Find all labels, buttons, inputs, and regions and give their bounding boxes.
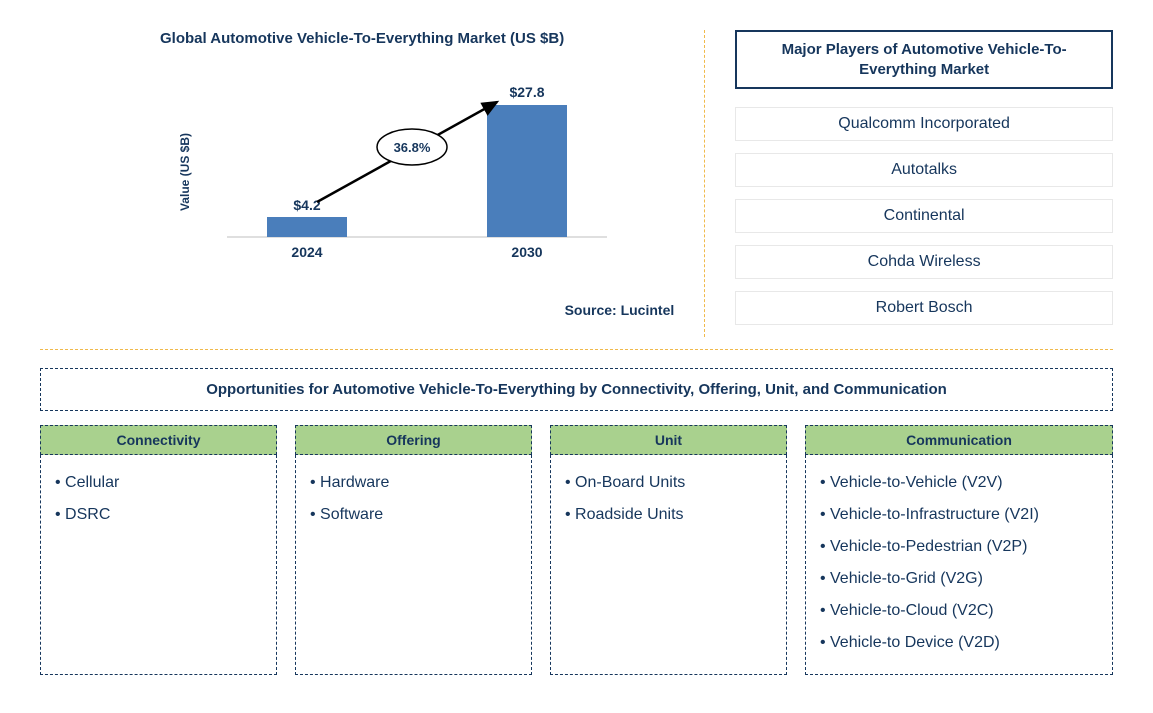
bar-2024 (267, 217, 347, 237)
opp-item: DSRC (55, 499, 262, 531)
player-item: Cohda Wireless (735, 245, 1113, 279)
player-item: Continental (735, 199, 1113, 233)
opp-item: Vehicle-to-Vehicle (V2V) (820, 467, 1098, 499)
bar-2030 (487, 105, 567, 237)
source-label: Source: Lucintel (40, 302, 684, 318)
opportunities-title: Opportunities for Automotive Vehicle-To-… (40, 368, 1113, 411)
growth-label: 36.8% (393, 140, 430, 155)
opp-col-communication: Communication Vehicle-to-Vehicle (V2V) V… (805, 425, 1113, 675)
opp-item: Hardware (310, 467, 517, 499)
player-item: Qualcomm Incorporated (735, 107, 1113, 141)
y-axis-label: Value (US $B) (178, 133, 192, 211)
chart-wrap: Value (US $B) $4.2 2024 $27.8 2030 (120, 72, 684, 272)
opp-body: Hardware Software (295, 455, 532, 675)
opp-header: Communication (805, 425, 1113, 455)
opp-item: Vehicle-to-Pedestrian (V2P) (820, 531, 1098, 563)
chart-title: Global Automotive Vehicle-To-Everything … (40, 30, 684, 47)
opp-item: Vehicle-to-Infrastructure (V2I) (820, 499, 1098, 531)
opp-header: Connectivity (40, 425, 277, 455)
opp-body: Cellular DSRC (40, 455, 277, 675)
bar-2024-label: $4.2 (293, 197, 320, 213)
bar-chart: $4.2 2024 $27.8 2030 36.8% (207, 72, 627, 272)
players-area: Major Players of Automotive Vehicle-To-E… (705, 30, 1113, 337)
opp-header: Unit (550, 425, 787, 455)
top-section: Global Automotive Vehicle-To-Everything … (40, 30, 1113, 350)
opp-item: Vehicle-to Device (V2D) (820, 627, 1098, 659)
chart-area: Global Automotive Vehicle-To-Everything … (40, 30, 705, 337)
opp-item: Vehicle-to-Grid (V2G) (820, 563, 1098, 595)
opp-header: Offering (295, 425, 532, 455)
opp-item: Cellular (55, 467, 262, 499)
player-item: Autotalks (735, 153, 1113, 187)
players-title: Major Players of Automotive Vehicle-To-E… (735, 30, 1113, 89)
opportunities-section: Opportunities for Automotive Vehicle-To-… (40, 368, 1113, 675)
opp-body: On-Board Units Roadside Units (550, 455, 787, 675)
opp-body: Vehicle-to-Vehicle (V2V) Vehicle-to-Infr… (805, 455, 1113, 675)
bar-2024-category: 2024 (291, 244, 322, 260)
opp-col-connectivity: Connectivity Cellular DSRC (40, 425, 277, 675)
opp-item: Roadside Units (565, 499, 772, 531)
opp-item: On-Board Units (565, 467, 772, 499)
opp-item: Software (310, 499, 517, 531)
bar-2030-label: $27.8 (509, 84, 544, 100)
player-item: Robert Bosch (735, 291, 1113, 325)
opp-col-unit: Unit On-Board Units Roadside Units (550, 425, 787, 675)
opp-col-offering: Offering Hardware Software (295, 425, 532, 675)
bar-2030-category: 2030 (511, 244, 542, 260)
opp-item: Vehicle-to-Cloud (V2C) (820, 595, 1098, 627)
opportunities-grid: Connectivity Cellular DSRC Offering Hard… (40, 425, 1113, 675)
